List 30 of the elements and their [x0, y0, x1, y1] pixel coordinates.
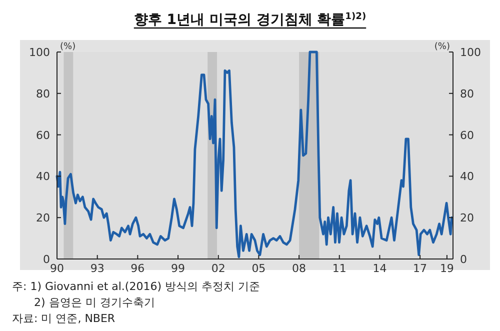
text: 주: 1) Giovanni et al.(2016) 방식의 추정치 기준	[12, 280, 260, 293]
x-tick-label: 90	[50, 262, 64, 275]
x-tick-label: 11	[332, 262, 346, 275]
y2-tick-label: 100	[460, 46, 481, 59]
text: 자료: 미 연준, NBER	[12, 312, 116, 325]
y-tick-label: 60	[36, 128, 50, 142]
x-tick-label: 99	[171, 262, 186, 275]
y-tick-label: 20	[36, 212, 50, 225]
y2-tick-label: 80	[460, 87, 474, 100]
x-tick-label: 14	[372, 262, 387, 275]
x-tick-label: 08	[292, 262, 306, 275]
x-tick-label: 96	[130, 262, 145, 275]
x-tick-label: 17	[413, 262, 428, 275]
y-tick-label: 0	[43, 253, 50, 266]
x-tick-label: 05	[252, 262, 266, 275]
y-axis-title: (%)	[60, 42, 76, 52]
y2-tick-label: 40	[460, 170, 474, 184]
x-tick-label: 19	[440, 262, 454, 275]
y-tick-label: 80	[36, 87, 50, 100]
y-tick-label: 100	[29, 46, 50, 59]
x-tick-label: 93	[90, 262, 104, 275]
x-tick-label: 02	[211, 262, 226, 275]
y2-tick-label: 0	[460, 253, 467, 266]
chart-title: 향후 1년내 미국의 경기침체 확률$^{1)2)}$	[134, 12, 366, 28]
y2-tick-label: 60	[460, 128, 474, 142]
y2-tick-label: 20	[460, 212, 474, 225]
y-tick-label: 40	[36, 170, 50, 184]
y2-axis-title: (%)	[434, 42, 450, 52]
text: 2) 음영은 미 경기수축기	[34, 296, 155, 309]
line-series	[56, 50, 453, 258]
